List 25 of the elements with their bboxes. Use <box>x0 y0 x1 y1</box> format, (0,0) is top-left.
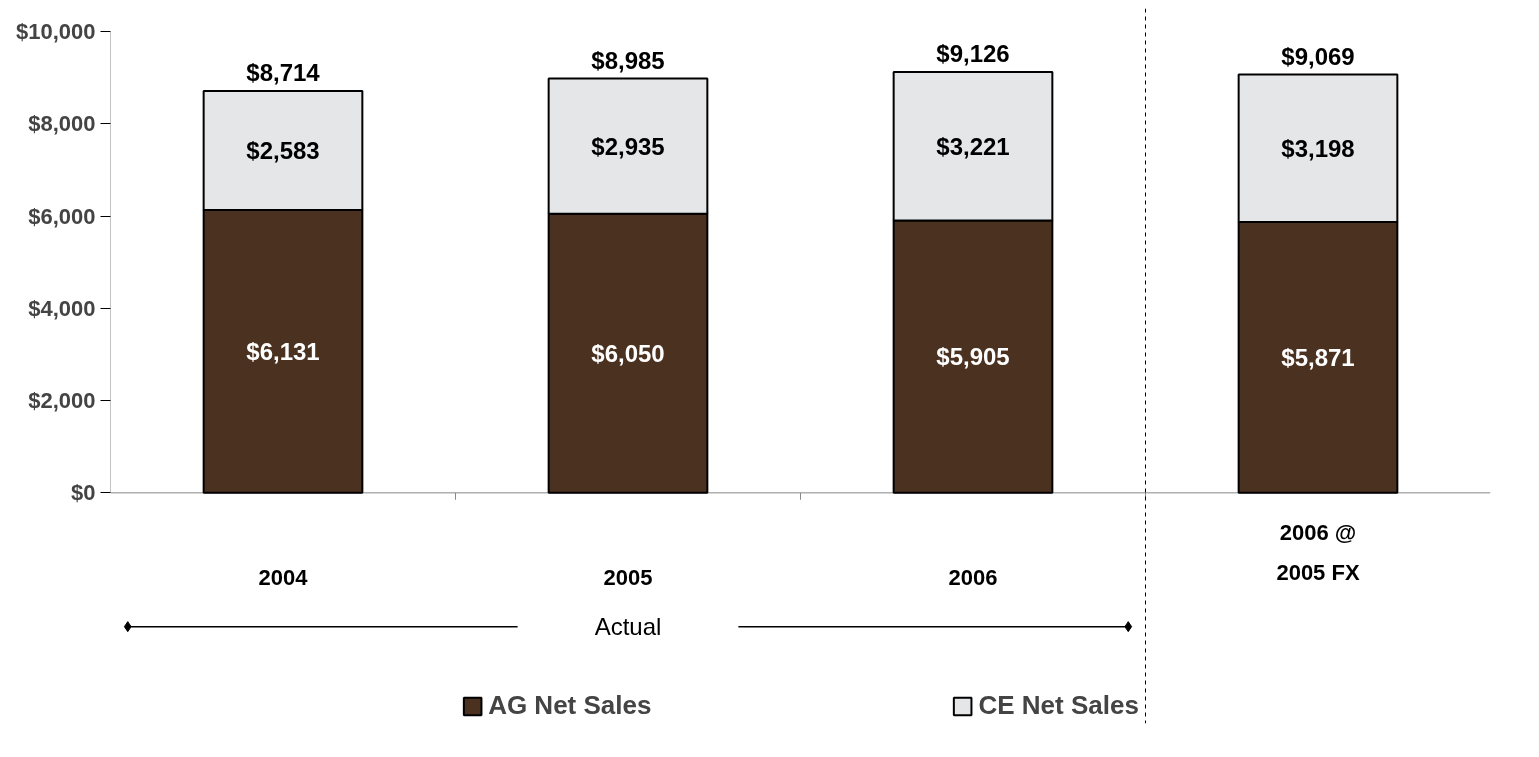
total-label: $8,985 <box>591 46 665 74</box>
data-label: $6,131 <box>246 337 320 365</box>
y-tick-label: $6,000 <box>28 203 96 229</box>
y-tick-label: $4,000 <box>28 295 96 321</box>
x-tick-label: 2005 <box>603 565 653 591</box>
total-label: $9,069 <box>1281 42 1355 70</box>
text: Actual <box>594 613 662 641</box>
x-tick-label: 2006 <box>948 565 998 591</box>
total-label: $9,126 <box>936 40 1010 68</box>
x-tick-label: 2004 <box>258 565 309 591</box>
data-label: $3,221 <box>936 132 1010 160</box>
data-label: $5,905 <box>936 343 1010 371</box>
data-label: $6,050 <box>591 339 665 367</box>
legend-label: AG Net Sales <box>488 690 652 721</box>
y-tick-label: $2,000 <box>28 388 96 414</box>
legend-label: CE Net Sales <box>978 690 1139 721</box>
data-label: $5,871 <box>1281 343 1355 371</box>
total-label: $8,714 <box>246 59 321 87</box>
x-tick-label: 2006 @ 2005 FX <box>1276 520 1360 586</box>
data-label: $2,935 <box>591 132 665 160</box>
y-tick-label: $0 <box>71 480 96 506</box>
data-label: $3,198 <box>1281 134 1355 162</box>
data-label: $2,583 <box>246 136 320 164</box>
y-tick-label: $8,000 <box>28 111 96 137</box>
y-tick-label: $10,000 <box>15 19 96 45</box>
